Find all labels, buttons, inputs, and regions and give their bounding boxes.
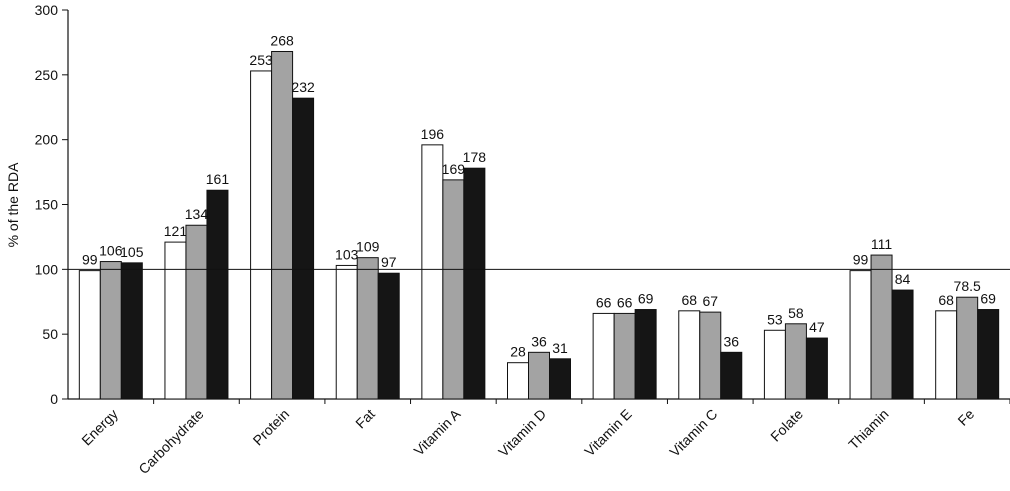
value-label: 36 xyxy=(723,333,739,349)
value-label: 111 xyxy=(871,236,892,252)
value-label: 68 xyxy=(938,292,954,308)
bar xyxy=(206,189,229,400)
bar xyxy=(335,264,358,400)
value-label: 106 xyxy=(99,243,123,259)
bar xyxy=(442,179,465,400)
y-tick-label: 0 xyxy=(50,391,58,407)
x-tick-label: Carbohydrate xyxy=(135,406,206,477)
value-label: 53 xyxy=(767,311,783,327)
value-label: 58 xyxy=(788,305,804,321)
bar xyxy=(356,257,379,400)
bar xyxy=(507,362,529,400)
bar xyxy=(250,70,273,400)
value-label: 253 xyxy=(249,52,273,68)
bar xyxy=(78,270,101,400)
bar xyxy=(977,309,1000,400)
value-label: 134 xyxy=(185,206,209,222)
value-label: 68 xyxy=(681,292,697,308)
y-axis-label: % of the RDA xyxy=(5,162,21,247)
bar xyxy=(292,97,315,400)
bar xyxy=(99,261,122,400)
x-tick-label: Energy xyxy=(78,406,121,449)
value-label: 47 xyxy=(809,319,825,335)
value-label: 268 xyxy=(270,32,294,48)
x-tick-label: Thiamin xyxy=(845,406,892,453)
bar xyxy=(720,351,743,400)
value-label: 178 xyxy=(463,149,487,165)
x-tick-label: Fat xyxy=(352,406,378,432)
bar xyxy=(549,358,571,400)
bar xyxy=(805,337,828,400)
x-tick-label: Vitamin D xyxy=(495,406,549,460)
x-tick-label: Vitamin E xyxy=(581,406,635,460)
y-tick-label: 150 xyxy=(35,197,59,213)
bar xyxy=(678,310,701,400)
x-tick-label: Protein xyxy=(250,406,293,449)
bar xyxy=(120,262,143,400)
value-label: 169 xyxy=(442,161,466,177)
value-label: 66 xyxy=(617,294,633,310)
bar xyxy=(634,309,657,400)
value-label: 66 xyxy=(596,294,612,310)
bar xyxy=(528,351,550,400)
bar xyxy=(784,323,807,400)
bar xyxy=(164,241,187,400)
y-tick-label: 250 xyxy=(35,67,59,83)
x-tick-label: Vitamin C xyxy=(666,406,720,460)
value-label: 28 xyxy=(510,344,526,360)
bar xyxy=(763,329,786,400)
x-tick-label: Vitamin A xyxy=(411,405,464,458)
bar xyxy=(421,144,444,400)
value-label: 97 xyxy=(381,254,397,270)
y-tick-label: 50 xyxy=(42,326,58,342)
value-label: 31 xyxy=(552,340,568,356)
x-tick-label: Fe xyxy=(954,406,977,429)
value-label: 99 xyxy=(82,252,98,268)
y-tick-label: 200 xyxy=(35,132,59,148)
value-label: 196 xyxy=(421,126,445,142)
bar xyxy=(891,289,914,400)
bar xyxy=(956,296,979,400)
value-label: 99 xyxy=(853,252,869,268)
bar xyxy=(463,167,486,400)
value-label: 109 xyxy=(356,239,380,255)
bar xyxy=(935,310,958,400)
bar xyxy=(377,272,400,400)
bar xyxy=(271,50,294,400)
value-label: 232 xyxy=(291,79,315,95)
value-label: 103 xyxy=(335,246,359,262)
x-tick-label: Folate xyxy=(767,406,806,445)
value-label: 121 xyxy=(164,223,188,239)
value-label: 161 xyxy=(206,171,230,187)
value-label: 67 xyxy=(702,293,718,309)
value-label: 105 xyxy=(120,244,144,260)
y-tick-label: 300 xyxy=(35,2,59,18)
value-label: 69 xyxy=(638,291,654,307)
value-label: 84 xyxy=(895,271,911,287)
bar xyxy=(870,254,893,400)
value-label: 36 xyxy=(531,333,547,349)
bar xyxy=(699,311,722,400)
bar xyxy=(613,312,636,400)
bar xyxy=(592,312,615,400)
y-tick-label: 100 xyxy=(35,261,59,277)
bar xyxy=(185,224,208,400)
value-label: 69 xyxy=(980,291,996,307)
value-label: 78.5 xyxy=(954,278,981,294)
bar xyxy=(849,270,872,400)
